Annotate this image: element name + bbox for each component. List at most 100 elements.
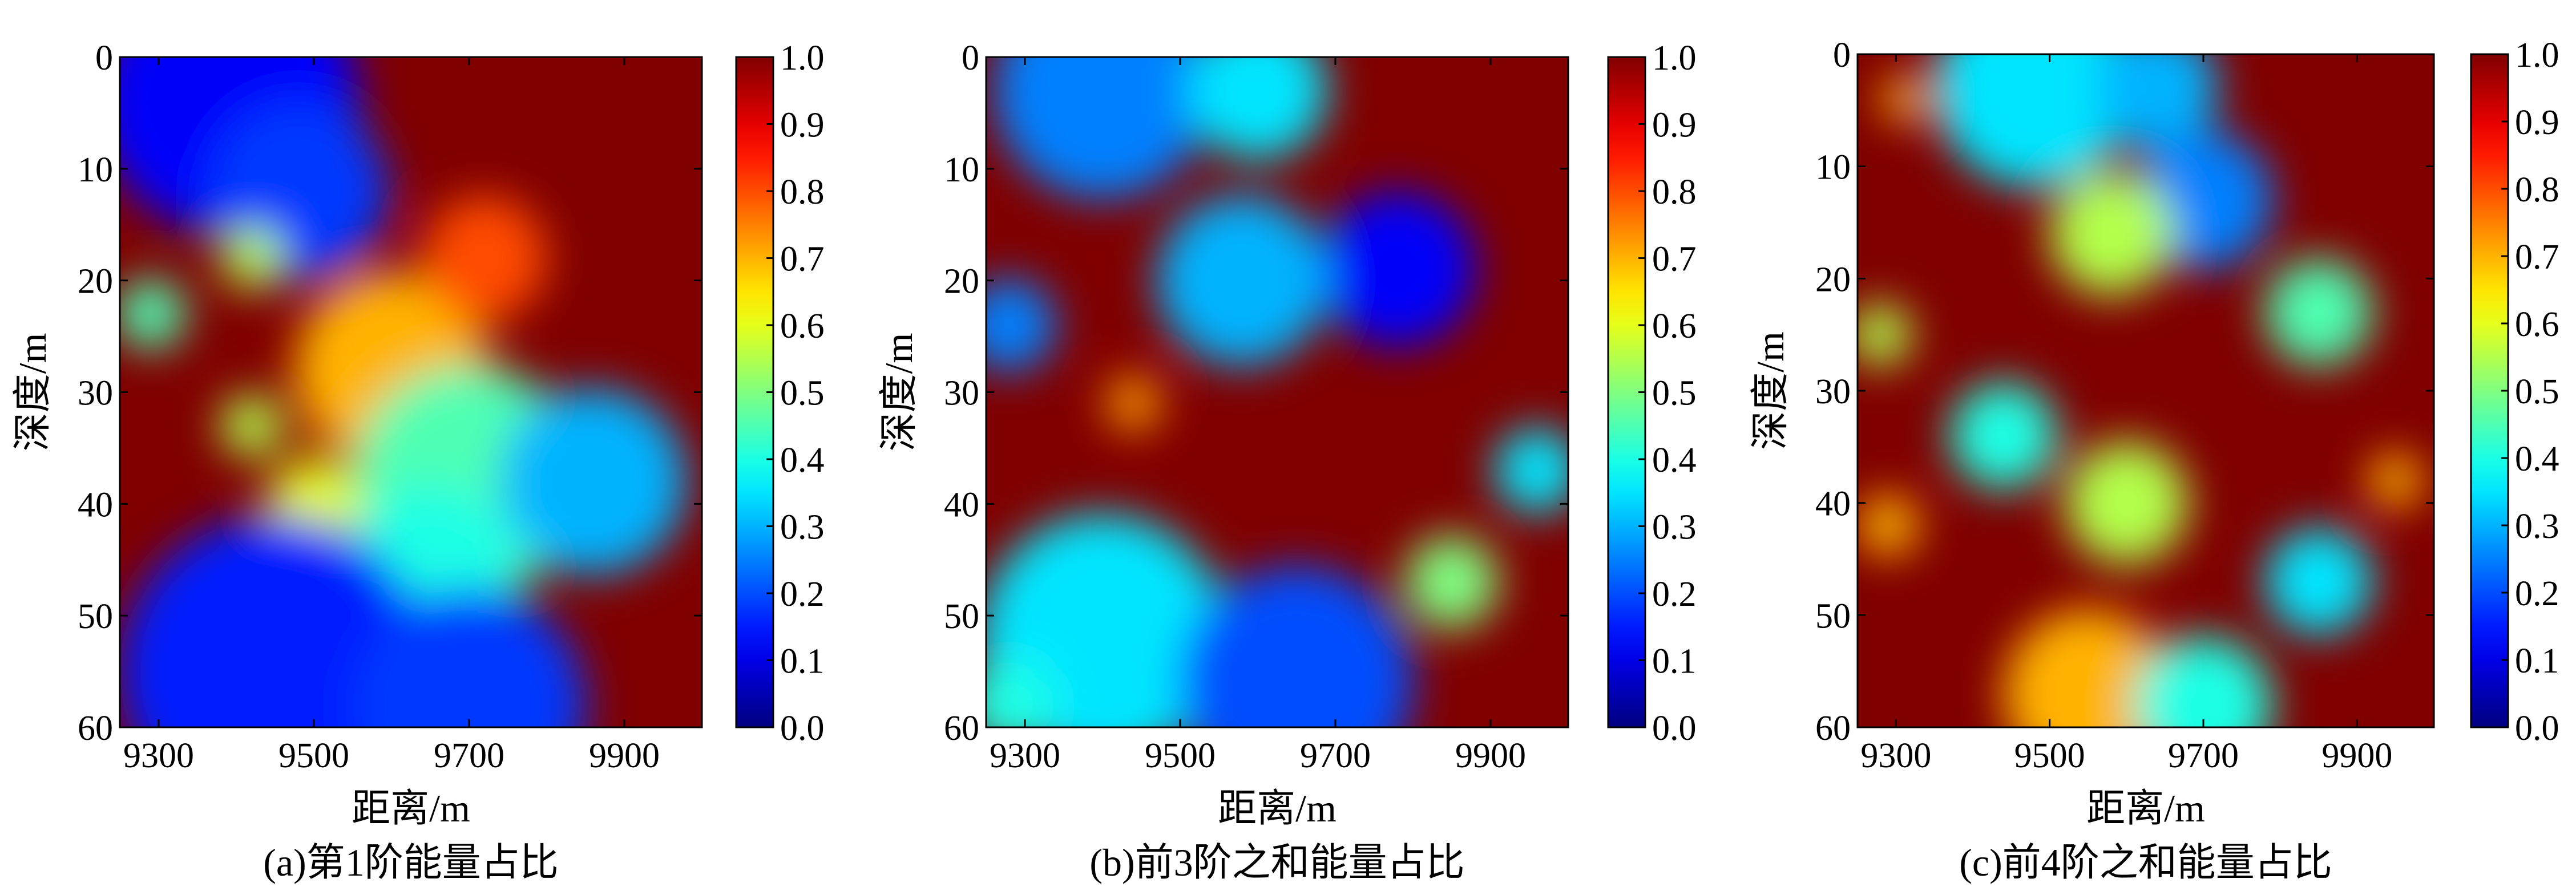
panel-1: 0 10 20 30 40 50 60 9300 9500 9700 9900 距离/m 深度/m (a)…: [11, 39, 825, 884]
colorbar-tick-label: 0.7: [1652, 240, 1697, 279]
heatmap-field: [986, 57, 1568, 727]
y-tick-label: 10: [78, 151, 113, 189]
colorbar-tick-label: 0.7: [2515, 238, 2559, 277]
y-tick-label: 30: [1815, 372, 1851, 411]
x-tick-label: 9900: [2321, 736, 2392, 775]
colorbar-tick-label: 0.3: [2515, 507, 2559, 546]
y-tick-label: 30: [78, 374, 113, 413]
heatmap-region-5: [986, 278, 1056, 372]
heatmap-region-5: [2049, 172, 2173, 295]
y-tick-label: 20: [944, 262, 979, 301]
heatmap-region-12: [2003, 609, 2173, 727]
colorbar-tick-label: 0.9: [2515, 103, 2559, 142]
colorbar-tick-label: 0.9: [1652, 106, 1697, 145]
x-tick-label: 9700: [434, 736, 504, 775]
colorbar-tick-label: 0.2: [1652, 575, 1697, 614]
y-tick-label: 60: [78, 709, 113, 748]
y-tick-label: 40: [78, 485, 113, 524]
y-tick-label: 10: [944, 151, 979, 189]
colorbar-tick-label: 0.5: [780, 374, 825, 413]
heatmap-blobs: [1858, 54, 2422, 727]
heatmap-region-10: [2264, 528, 2373, 635]
y-tick-label: 10: [1815, 148, 1851, 187]
heatmap-region-4: [1157, 195, 1328, 366]
heatmap-region-5: [500, 388, 687, 575]
colorbar-tick-label: 0.5: [2515, 372, 2559, 411]
y-tick-label: 60: [1815, 709, 1851, 748]
colorbar-tick-label: 0.9: [780, 106, 825, 145]
colorbar-tick-label: 0.4: [780, 441, 825, 480]
heatmap-region-7: [1494, 427, 1568, 513]
colorbar-tick-label: 0.8: [2515, 171, 2559, 209]
colorbar-tick-label: 0.2: [780, 575, 825, 614]
heatmap-region-7: [1858, 303, 1912, 366]
colorbar-tick-label: 0.2: [2515, 574, 2559, 613]
colorbar-tick-label: 0.6: [2515, 305, 2559, 344]
heatmap-blobs: [120, 57, 687, 727]
heatmap-region-11: [422, 196, 547, 321]
y-tick-label: 60: [944, 709, 979, 748]
y-tick-label: 50: [1815, 597, 1851, 635]
y-tick-label: 30: [944, 374, 979, 413]
y-axis-label: 深度/m: [1749, 331, 1792, 450]
x-axis-label: 距离/m: [1218, 787, 1337, 830]
heatmap-region-1: [1934, 54, 2134, 188]
heatmap-blobs: [986, 57, 1568, 727]
panel-2: 0 10 20 30 40 50 60 9300 9500 9700 9900 距离/m 深度/m (b)…: [877, 39, 1697, 884]
heatmap-region-3: [1880, 76, 1927, 123]
x-tick-label: 9900: [589, 736, 660, 775]
x-axis-label: 距离/m: [352, 787, 470, 830]
x-tick-label: 9300: [1860, 736, 1931, 775]
heatmap-region-10: [1405, 535, 1499, 629]
x-axis-label: 距离/m: [2086, 787, 2205, 830]
heatmap-region-8: [220, 394, 283, 457]
heatmap-region-9: [2065, 441, 2189, 565]
heatmap-region-8: [986, 513, 1227, 727]
heatmap-region-1: [994, 57, 1212, 200]
y-tick-label: 40: [1815, 485, 1851, 524]
colorbar-tick-label: 0.1: [2515, 642, 2559, 681]
colorbar-tick-label: 0.8: [780, 173, 825, 212]
x-tick-label: 9500: [2014, 736, 2085, 775]
heatmap-region-11: [2368, 453, 2422, 508]
colorbar-tick-label: 0.7: [780, 240, 825, 279]
colorbar-tick-label: 0.6: [1652, 307, 1697, 346]
panel-caption: (a)第1阶能量占比: [263, 841, 558, 884]
y-tick-label: 50: [944, 597, 979, 636]
colorbar-tick-label: 1.0: [780, 39, 825, 78]
colorbar-tick-label: 0.3: [1652, 508, 1697, 547]
heatmap-region-6: [120, 279, 186, 349]
y-tick-label: 0: [95, 39, 113, 78]
x-tick-label: 9500: [1145, 736, 1216, 775]
x-tick-label: 9900: [1455, 736, 1526, 775]
x-tick-label: 9300: [123, 736, 194, 775]
colorbar-tick-label: 0.3: [780, 508, 825, 547]
heatmap-region-6: [1106, 376, 1161, 431]
colorbar-tick-label: 0.0: [2515, 709, 2559, 748]
heatmap-field: [1858, 54, 2434, 727]
heatmap-region-8: [1949, 382, 2058, 489]
colorbar-tick-label: 1.0: [1652, 39, 1697, 78]
x-tick-label: 9300: [990, 736, 1060, 775]
heatmap-region-12: [120, 516, 430, 727]
heatmap-region-3: [1319, 192, 1475, 347]
colorbar-tick-label: 0.0: [780, 709, 825, 748]
colorbar-tick-label: 0.4: [1652, 441, 1697, 480]
x-tick-label: 9500: [278, 736, 349, 775]
y-axis-label: 深度/m: [877, 333, 920, 452]
colorbar-tick-label: 0.1: [780, 642, 825, 681]
heatmap-region-13: [353, 588, 586, 727]
colorbar-tick-label: 0.6: [780, 307, 825, 346]
colorbar-tick-label: 0.0: [1652, 709, 1697, 748]
y-tick-label: 40: [944, 485, 979, 524]
x-tick-label: 9700: [2168, 736, 2239, 775]
colorbar-tick-label: 1.0: [2515, 36, 2559, 75]
colorbar-tick-label: 0.8: [1652, 173, 1697, 212]
heatmap-region-9: [1180, 566, 1413, 727]
heatmap-region-2: [2095, 54, 2219, 149]
y-tick-label: 50: [78, 597, 113, 636]
heatmap-region-14: [1858, 495, 1919, 556]
colorbar-tick-label: 0.5: [1652, 374, 1697, 413]
